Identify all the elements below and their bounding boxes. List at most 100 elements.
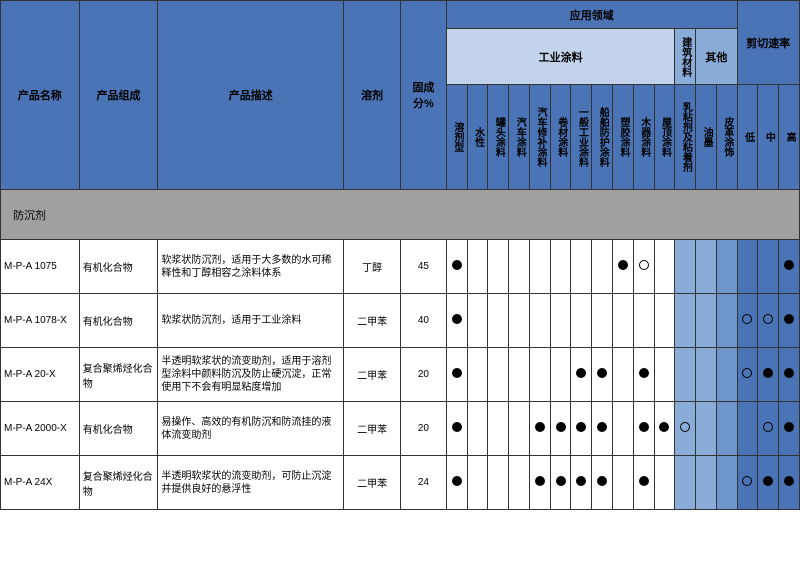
row-0-name: M-P-A 1075 [1,240,80,294]
row-0-mark-11 [675,240,696,294]
row-0-mark-1 [467,240,488,294]
row-3-mark-12 [696,402,717,456]
row-3-pct: 20 [401,402,447,456]
row-1-mark-2 [488,294,509,348]
sub-col-13: 皮革涂饰 [719,87,736,187]
row-0-mark-12 [696,240,717,294]
row-0-mark-10 [654,240,675,294]
row-3-mark-2 [488,402,509,456]
hdr-pct: 固成分% [401,1,447,190]
row-3-mark-10 [654,402,675,456]
row-4-mark-2 [488,456,509,510]
row-3-mark-5 [550,402,571,456]
row-1-mark-13 [716,294,737,348]
row-1-mark-12 [696,294,717,348]
row-2-mark-0 [446,348,467,402]
row-0-mark-16 [779,240,800,294]
row-3-mark-16 [779,402,800,456]
row-1-pct: 40 [401,294,447,348]
row-4-mark-11 [675,456,696,510]
sub-col-3: 汽车涂料 [511,87,528,187]
row-2-mark-11 [675,348,696,402]
hdr-ind-coating: 工业涂料 [446,29,674,85]
row-0-mark-13 [716,240,737,294]
row-4-mark-14 [737,456,758,510]
row-4-pct: 24 [401,456,447,510]
row-4-mark-4 [529,456,550,510]
hdr-app-domain: 应用领域 [446,1,737,29]
row-4-mark-13 [716,456,737,510]
row-4-mark-3 [509,456,530,510]
row-2-mark-10 [654,348,675,402]
sub-col-11: 乳粘剂及粘着剂 [677,87,694,187]
row-3-mark-4 [529,402,550,456]
row-0-mark-15 [758,240,779,294]
row-0-mark-4 [529,240,550,294]
sub-col-9: 木器涂料 [636,87,653,187]
row-1-mark-16 [779,294,800,348]
row-2-mark-9 [633,348,654,402]
row-1-mark-9 [633,294,654,348]
row-1-mark-3 [509,294,530,348]
row-0-comp: 有机化合物 [79,240,158,294]
row-0-mark-2 [488,240,509,294]
row-0-mark-7 [592,240,613,294]
hdr-build-mat: 建筑材料 [675,29,696,85]
row-0-mark-14 [737,240,758,294]
row-0-mark-8 [613,240,634,294]
row-4-mark-15 [758,456,779,510]
row-2-mark-15 [758,348,779,402]
row-3-name: M-P-A 2000-X [1,402,80,456]
row-1-mark-10 [654,294,675,348]
row-3-solv: 二甲苯 [344,402,401,456]
sub-col-12: 油墨 [698,87,715,187]
category-row: 防沉剂 [1,190,800,240]
row-3-comp: 有机化合物 [79,402,158,456]
row-3-mark-15 [758,402,779,456]
row-2-mark-1 [467,348,488,402]
sub-col-2: 罐头涂料 [490,87,507,187]
sub-col-4: 汽车修补涂料 [532,87,549,187]
row-1-mark-6 [571,294,592,348]
row-2-mark-6 [571,348,592,402]
row-0-mark-9 [633,240,654,294]
row-0-mark-6 [571,240,592,294]
sub-col-10: 屋顶涂料 [657,87,674,187]
hdr-solv: 溶剂 [344,1,401,190]
row-4-name: M-P-A 24X [1,456,80,510]
row-1-solv: 二甲苯 [344,294,401,348]
row-2-mark-2 [488,348,509,402]
hdr-shear: 剪切速率 [737,1,799,85]
row-2-name: M-P-A 20-X [1,348,80,402]
row-3-mark-0 [446,402,467,456]
row-2-mark-16 [779,348,800,402]
row-1-mark-1 [467,294,488,348]
row-4-mark-1 [467,456,488,510]
sub-col-7: 船舶防护涂料 [594,87,611,187]
row-2-mark-14 [737,348,758,402]
row-3-mark-6 [571,402,592,456]
row-2-mark-5 [550,348,571,402]
sub-col-8: 塑胶涂料 [615,87,632,187]
row-1-comp: 有机化合物 [79,294,158,348]
row-2-desc: 半透明软浆状的流变助剂，适用于溶剂型涂料中颜料防沉及防止硬沉淀，正常使用下不会有… [158,348,344,402]
row-3-mark-3 [509,402,530,456]
row-4-mark-9 [633,456,654,510]
row-2-solv: 二甲苯 [344,348,401,402]
row-1-name: M-P-A 1078-X [1,294,80,348]
sub-col-6: 一般工业涂料 [573,87,590,187]
row-2-mark-7 [592,348,613,402]
row-1-mark-15 [758,294,779,348]
product-table: 产品名称 产品组成 产品描述 溶剂 固成分% 应用领域 剪切速率 工业涂料 建筑… [0,0,800,510]
row-4-mark-12 [696,456,717,510]
row-3-mark-14 [737,402,758,456]
row-0-mark-3 [509,240,530,294]
row-3-mark-9 [633,402,654,456]
row-4-solv: 二甲苯 [344,456,401,510]
sub-col-16: 高 [781,87,798,187]
row-4-mark-7 [592,456,613,510]
row-2-mark-4 [529,348,550,402]
row-0-solv: 丁醇 [344,240,401,294]
row-1-mark-11 [675,294,696,348]
row-2-mark-8 [613,348,634,402]
